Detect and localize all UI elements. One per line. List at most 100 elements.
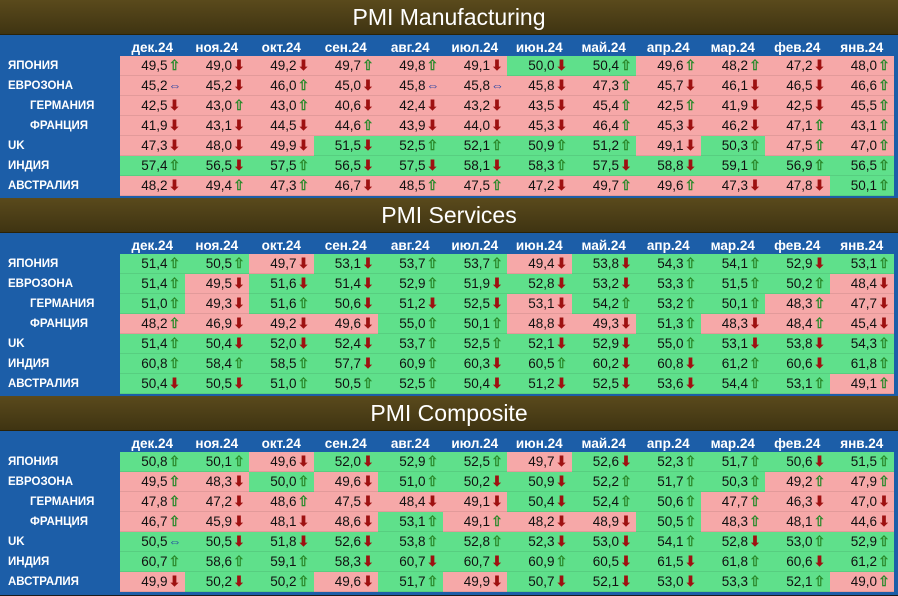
value-cell: 47,3⬇: [120, 136, 185, 156]
arrow-up-icon: ⇧: [168, 553, 181, 569]
table-row: ЕВРОЗОНА 45,2⇔ 45,2⬇ 46,0⇧ 45,0⬇ 45,8⇔ 45,8⇔ 45…: [4, 76, 894, 96]
arrow-up-icon: ⇧: [878, 355, 890, 371]
arrow-up-icon: ⇧: [426, 375, 439, 391]
arrow-down-icon: ⬇: [878, 493, 890, 509]
value-text: 44,6: [850, 514, 877, 529]
value-text: 48,3: [721, 514, 748, 529]
value-text: 54,1: [657, 534, 684, 549]
value-text: 53,0: [786, 534, 813, 549]
arrow-up-icon: ⇧: [168, 493, 181, 509]
arrow-down-icon: ⬇: [362, 177, 374, 193]
arrow-down-icon: ⬇: [555, 533, 568, 549]
value-text: 57,5: [592, 158, 619, 173]
value-text: 46,7: [334, 178, 361, 193]
value-text: 49,9: [270, 138, 297, 153]
arrow-down-icon: ⬇: [620, 315, 632, 331]
value-text: 52,5: [592, 376, 619, 391]
value-text: 53,1: [721, 336, 748, 351]
value-cell: 57,5⇧: [249, 156, 314, 176]
value-text: 60,5: [528, 356, 555, 371]
pmi-table: дек.24 ноя.24 окт.24 сен.24 авг.24 июл.24 июн.…: [4, 434, 894, 592]
value-text: 49,6: [334, 574, 361, 589]
arrow-up-icon: ⇧: [684, 513, 697, 529]
column-header-month: окт.24: [249, 38, 314, 56]
arrow-up-icon: ⇧: [813, 137, 826, 153]
value-text: 44,0: [463, 118, 490, 133]
arrow-down-icon: ⬇: [491, 275, 503, 291]
arrow-down-icon: ⬇: [168, 177, 181, 193]
value-text: 52,1: [528, 336, 555, 351]
value-cell: 49,4⬇: [507, 254, 572, 274]
arrow-down-icon: ⬇: [620, 553, 632, 569]
value-cell: 48,0⇧: [829, 56, 894, 76]
row-label: ГЕРМАНИЯ: [4, 294, 120, 314]
arrow-up-icon: ⇧: [426, 177, 439, 193]
value-cell: 60,2⬇: [571, 354, 636, 374]
column-header-month: авг.24: [378, 236, 443, 254]
value-cell: 50,1⇧: [829, 176, 894, 196]
value-cell: 49,7⬇: [249, 254, 314, 274]
value-cell: 51,2⬇: [507, 374, 572, 394]
arrow-down-icon: ⬇: [878, 275, 890, 291]
value-text: 53,7: [463, 256, 490, 271]
arrow-down-icon: ⬇: [749, 533, 761, 549]
arrow-up-icon: ⇧: [491, 137, 503, 153]
value-text: 49,7: [270, 256, 297, 271]
arrow-up-icon: ⇧: [426, 453, 439, 469]
value-cell: 50,0⬇: [507, 56, 572, 76]
table-row: АВСТРАЛИЯ 49,9⬇ 50,2⬇ 50,2⇧ 49,6⬇ 51,7⇧ 49,9⬇ 5…: [4, 572, 894, 592]
table-row: ФРАНЦИЯ 46,7⇧ 45,9⬇ 48,1⬇ 48,6⬇ 53,1⇧ 49,1⇧ 48,…: [4, 512, 894, 532]
row-label: UK: [4, 532, 120, 552]
arrow-up-icon: ⇧: [168, 473, 181, 489]
value-text: 47,0: [850, 494, 877, 509]
arrow-down-icon: ⬇: [297, 533, 310, 549]
arrow-up-icon: ⇧: [168, 453, 181, 469]
value-text: 43,0: [205, 98, 232, 113]
value-cell: 60,3⬇: [442, 354, 507, 374]
value-cell: 50,6⬇: [765, 452, 830, 472]
column-header-month: авг.24: [378, 434, 443, 452]
arrow-up-icon: ⇧: [362, 57, 374, 73]
value-text: 51,5: [721, 276, 748, 291]
arrow-down-icon: ⬇: [620, 573, 632, 589]
column-header-month: сен.24: [313, 434, 378, 452]
value-cell: 45,7⬇: [636, 76, 701, 96]
value-text: 54,1: [721, 256, 748, 271]
arrow-down-icon: ⬇: [168, 375, 181, 391]
value-text: 40,6: [334, 98, 361, 113]
value-cell: 51,4⇧: [120, 254, 185, 274]
value-text: 60,8: [141, 356, 168, 371]
value-cell: 49,0⇧: [829, 572, 894, 592]
value-cell: 46,9⬇: [184, 314, 249, 334]
value-text: 52,1: [592, 574, 619, 589]
arrow-up-icon: ⇧: [168, 335, 181, 351]
value-text: 49,6: [657, 58, 684, 73]
section-pmi-manufacturing: PMI Manufacturing дек.24 ноя.24 окт.24 сен.…: [0, 0, 898, 199]
arrow-down-icon: ⬇: [233, 315, 245, 331]
column-header-month: апр.24: [636, 38, 701, 56]
value-cell: 52,5⇧: [442, 452, 507, 472]
value-text: 49,9: [141, 574, 168, 589]
arrow-down-icon: ⬇: [491, 553, 503, 569]
arrow-down-icon: ⬇: [684, 355, 697, 371]
arrow-up-icon: ⇧: [684, 315, 697, 331]
value-text: 58,5: [270, 356, 297, 371]
arrow-down-icon: ⬇: [555, 573, 568, 589]
arrow-up-icon: ⇧: [878, 335, 890, 351]
arrow-up-icon: ⇧: [168, 157, 181, 173]
value-text: 58,3: [528, 158, 555, 173]
value-cell: 50,4⬇: [184, 334, 249, 354]
arrow-down-icon: ⬇: [813, 77, 826, 93]
value-text: 50,3: [721, 138, 748, 153]
value-cell: 53,2⬇: [571, 274, 636, 294]
value-text: 52,5: [463, 454, 490, 469]
table-wrapper: дек.24 ноя.24 окт.24 сен.24 авг.24 июл.24 июн.…: [0, 35, 898, 199]
arrow-up-icon: ⇧: [426, 137, 439, 153]
value-text: 55,0: [657, 336, 684, 351]
arrow-down-icon: ⬇: [491, 493, 503, 509]
value-text: 45,8: [463, 78, 490, 93]
value-cell: 50,5⬇: [184, 532, 249, 552]
value-cell: 53,7⇧: [378, 334, 443, 354]
value-cell: 52,9⬇: [571, 334, 636, 354]
value-cell: 50,6⇧: [636, 492, 701, 512]
